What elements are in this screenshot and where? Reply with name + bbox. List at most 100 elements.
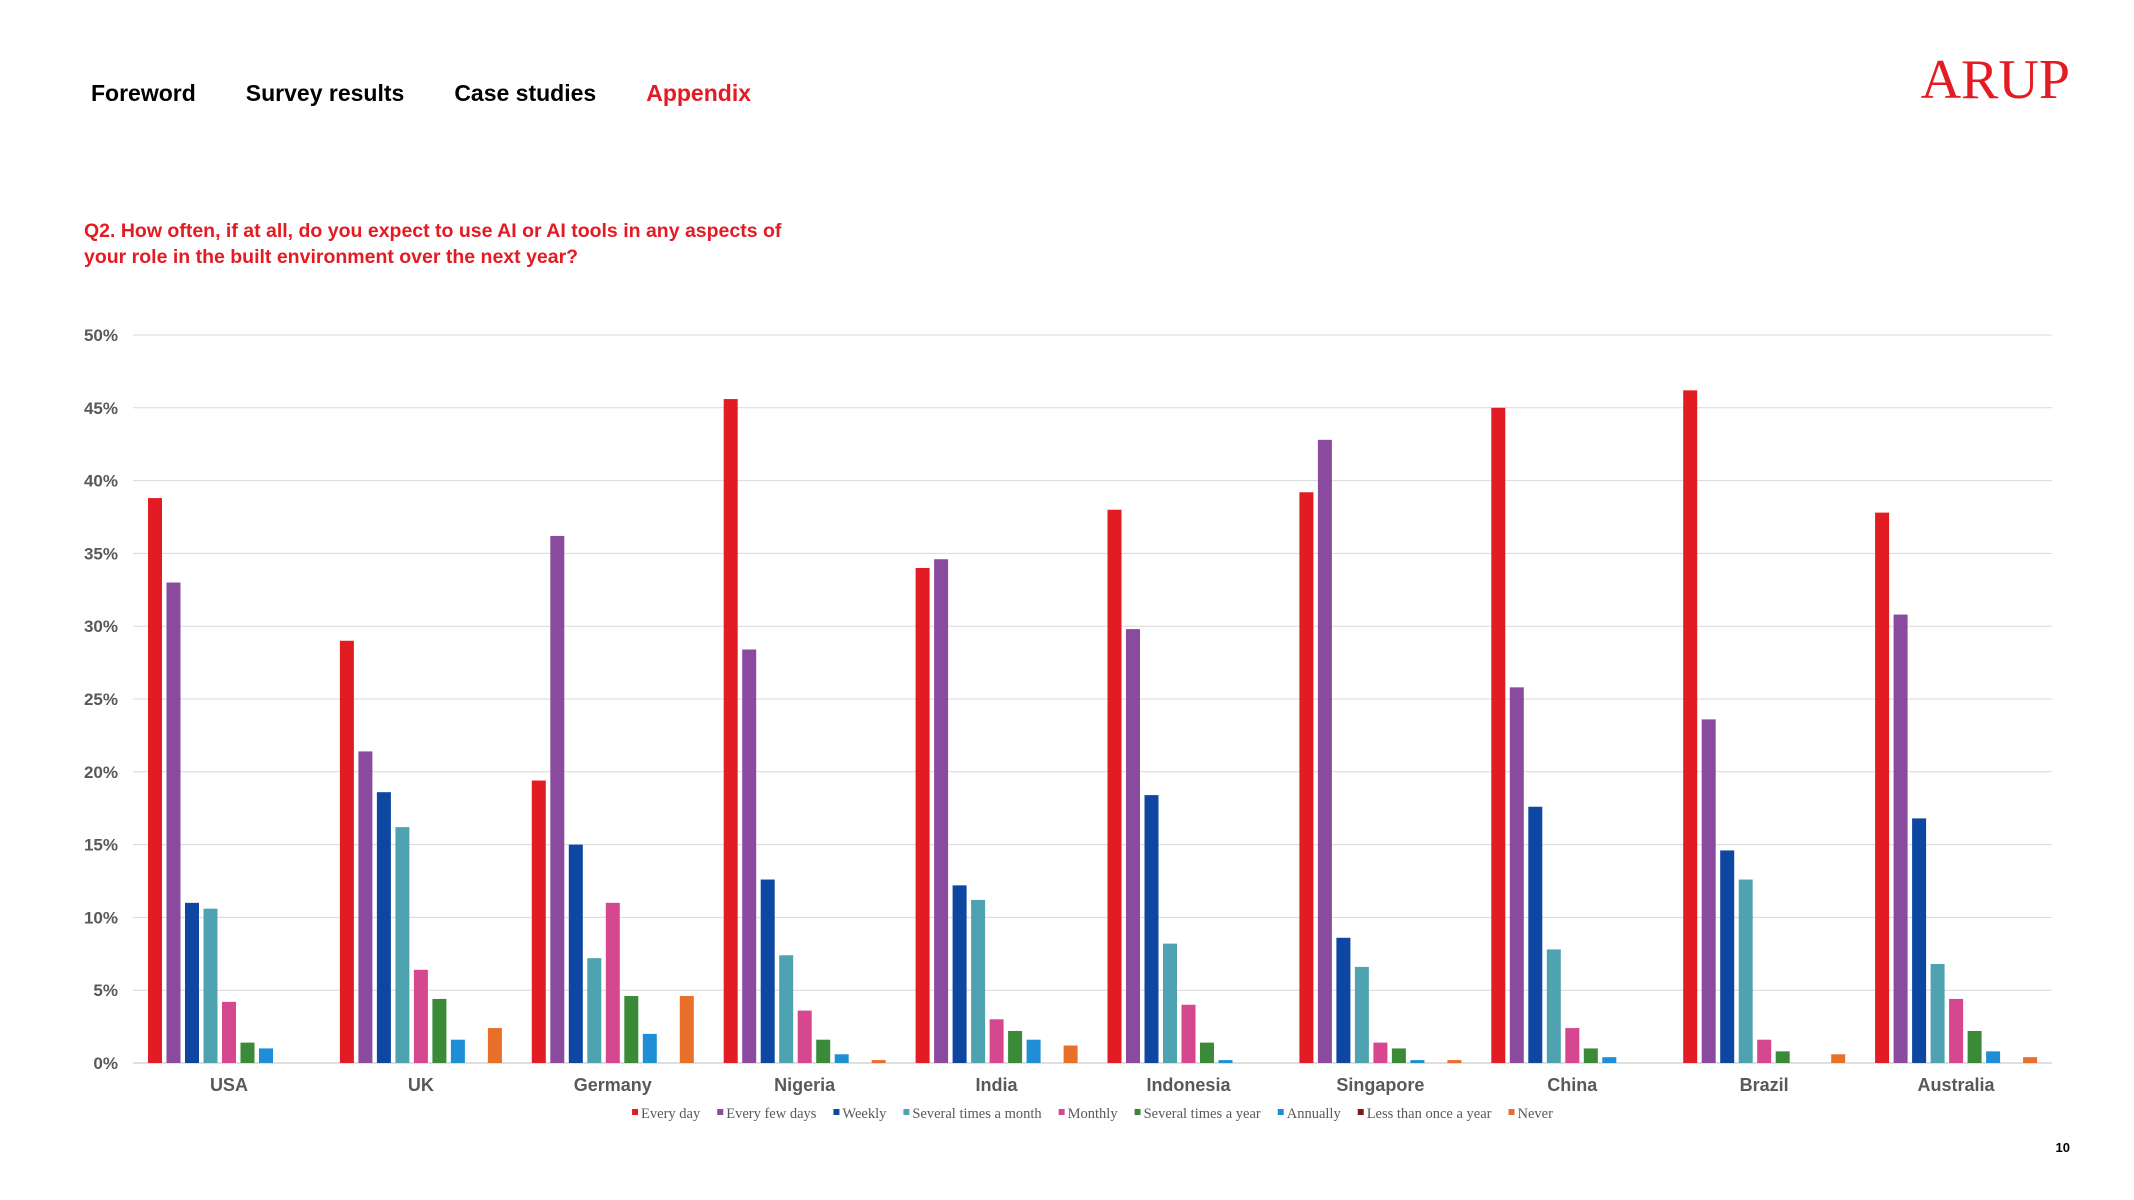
legend-swatch <box>1058 1109 1065 1115</box>
bar <box>1299 492 1314 1063</box>
bar <box>1775 1051 1790 1063</box>
legend-label: Monthly <box>1068 1106 1119 1122</box>
bar <box>1683 390 1698 1063</box>
bar <box>1218 1060 1233 1063</box>
bar <box>259 1048 273 1063</box>
bar <box>1602 1057 1617 1063</box>
bar <box>779 955 794 1063</box>
y-tick-label: 5% <box>93 981 118 1000</box>
bar <box>550 535 565 1063</box>
bar <box>952 885 967 1063</box>
bar <box>1912 818 1927 1063</box>
bar <box>1831 1054 1846 1063</box>
bar <box>1528 806 1543 1063</box>
legend-swatch <box>1134 1109 1141 1115</box>
legend-label: Every day <box>641 1106 701 1122</box>
bar <box>358 751 373 1063</box>
y-tick-label: 0% <box>93 1054 118 1073</box>
legend-swatch <box>717 1109 724 1115</box>
bar <box>1583 1048 1598 1063</box>
bar <box>624 996 639 1063</box>
bar <box>1410 1060 1425 1063</box>
legend-label: Several times a month <box>912 1106 1042 1122</box>
bar <box>1986 1051 2001 1063</box>
legend-swatch <box>1357 1109 1364 1115</box>
bar <box>1354 966 1369 1063</box>
bar <box>797 1010 812 1063</box>
legend-swatch <box>833 1109 840 1115</box>
bar <box>2023 1057 2038 1063</box>
bar <box>1875 512 1890 1063</box>
legend-swatch <box>1508 1109 1515 1115</box>
bar <box>605 902 620 1063</box>
bar <box>166 582 181 1063</box>
bar <box>760 879 775 1063</box>
x-tick-label: China <box>1547 1075 1598 1095</box>
bar <box>240 1042 255 1063</box>
x-tick-label: Indonesia <box>1146 1075 1231 1095</box>
bar <box>816 1039 831 1063</box>
y-tick-label: 50% <box>84 326 118 345</box>
y-tick-label: 35% <box>84 544 118 563</box>
legend-label: Never <box>1518 1106 1554 1122</box>
bar <box>1391 1048 1406 1063</box>
nav-appendix[interactable]: Appendix <box>646 80 751 106</box>
bar <box>1546 949 1561 1063</box>
bar <box>1200 1042 1214 1063</box>
x-tick-label: Germany <box>574 1075 652 1095</box>
nav-foreword[interactable]: Foreword <box>91 80 196 106</box>
x-tick-label: USA <box>210 1075 248 1095</box>
legend-label: Every few days <box>726 1106 817 1122</box>
bar <box>1509 687 1524 1063</box>
bar <box>642 1033 657 1063</box>
y-tick-label: 20% <box>84 763 118 782</box>
legend-swatch <box>1277 1109 1284 1115</box>
bar <box>1126 629 1140 1063</box>
bar <box>1491 407 1506 1063</box>
bar <box>148 498 162 1063</box>
y-tick-label: 15% <box>84 836 118 855</box>
bar <box>376 792 391 1063</box>
legend-swatch <box>632 1109 639 1115</box>
bar <box>1373 1042 1388 1063</box>
bar <box>871 1060 886 1063</box>
nav-survey-results[interactable]: Survey results <box>245 80 405 106</box>
bar <box>1565 1028 1580 1063</box>
page-number: 10 <box>2055 1140 2070 1155</box>
bar <box>203 908 218 1063</box>
y-tick-label: 40% <box>84 472 118 491</box>
bar <box>1720 850 1735 1063</box>
top-navigation: Foreword Survey results Case studies App… <box>91 80 751 107</box>
bar <box>531 780 546 1063</box>
bar <box>1336 937 1351 1063</box>
bar <box>339 640 354 1063</box>
bar <box>1063 1045 1078 1063</box>
legend-label: Less than once a year <box>1367 1106 1492 1122</box>
bar <box>222 1001 236 1063</box>
bar <box>1008 1030 1023 1063</box>
bar <box>1967 1030 1982 1063</box>
bar <box>1163 943 1177 1063</box>
bar <box>723 399 738 1064</box>
x-tick-label: Singapore <box>1336 1075 1424 1095</box>
bar <box>742 649 757 1063</box>
bar <box>1144 795 1159 1063</box>
bar <box>568 844 583 1063</box>
bar <box>395 827 410 1063</box>
bar <box>185 902 199 1063</box>
bar <box>432 998 447 1063</box>
y-tick-label: 10% <box>84 908 118 927</box>
legend-label: Several times a year <box>1144 1106 1261 1122</box>
bar <box>413 969 428 1063</box>
legend-label: Annually <box>1287 1106 1342 1122</box>
bar <box>450 1039 465 1063</box>
bar <box>679 996 694 1063</box>
bar <box>834 1054 849 1063</box>
bar <box>934 559 949 1063</box>
legend-swatch <box>903 1109 910 1115</box>
legend-label: Weekly <box>842 1106 887 1122</box>
nav-case-studies[interactable]: Case studies <box>454 80 597 106</box>
bar <box>487 1028 502 1063</box>
bar <box>1893 614 1908 1063</box>
